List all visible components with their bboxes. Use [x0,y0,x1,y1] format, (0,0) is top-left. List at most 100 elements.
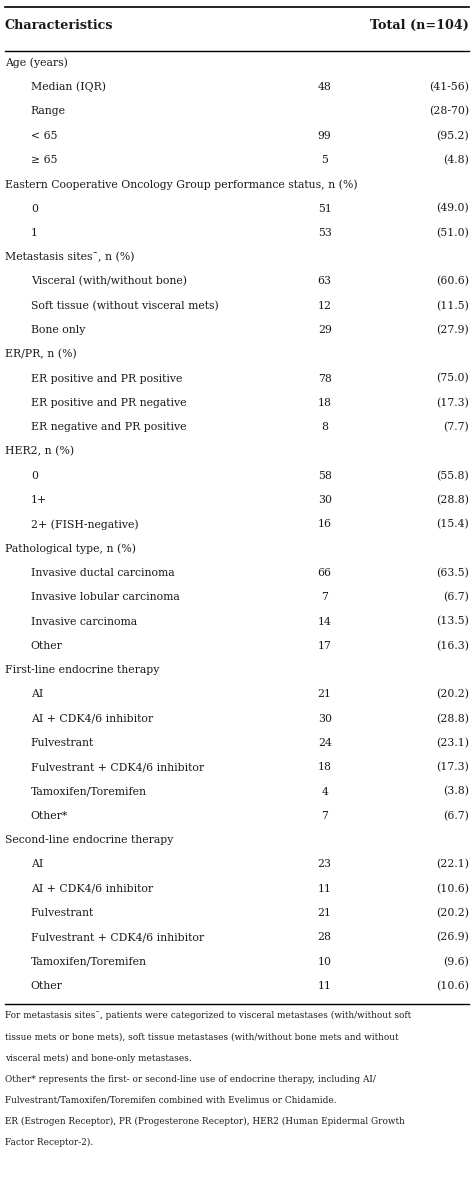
Text: (6.7): (6.7) [443,811,469,822]
Text: 17: 17 [318,640,332,651]
Text: (13.5): (13.5) [437,617,469,626]
Text: (51.0): (51.0) [437,227,469,238]
Text: First-line endocrine therapy: First-line endocrine therapy [5,665,159,676]
Text: Fulvestrant + CDK4/6 inhibitor: Fulvestrant + CDK4/6 inhibitor [31,763,204,772]
Text: 21: 21 [318,909,332,918]
Text: Invasive carcinoma: Invasive carcinoma [31,617,137,626]
Text: 21: 21 [318,690,332,699]
Text: Other*: Other* [31,811,68,820]
Text: Eastern Cooperative Oncology Group performance status, n (%): Eastern Cooperative Oncology Group perfo… [5,179,357,189]
Text: (7.7): (7.7) [444,423,469,432]
Text: Factor Receptor-2).: Factor Receptor-2). [5,1138,93,1148]
Text: ER (Estrogen Receptor), PR (Progesterone Receptor), HER2 (Human Epidermal Growth: ER (Estrogen Receptor), PR (Progesterone… [5,1117,404,1126]
Text: 63: 63 [318,277,332,286]
Text: 66: 66 [318,568,332,578]
Text: (10.6): (10.6) [436,884,469,893]
Text: 16: 16 [318,519,332,530]
Text: 18: 18 [318,398,332,408]
Text: (75.0): (75.0) [437,373,469,384]
Text: Range: Range [31,106,66,117]
Text: visceral mets) and bone-only metastases.: visceral mets) and bone-only metastases. [5,1053,191,1063]
Text: 1: 1 [31,228,38,238]
Text: (20.2): (20.2) [436,690,469,699]
Text: Tamoxifen/Toremifen: Tamoxifen/Toremifen [31,957,147,966]
Text: Other: Other [31,980,63,991]
Text: < 65: < 65 [31,131,57,140]
Text: 10: 10 [318,957,332,966]
Text: 7: 7 [321,811,328,820]
Text: Age (years): Age (years) [5,58,68,68]
Text: 12: 12 [318,300,332,311]
Text: (22.1): (22.1) [436,859,469,870]
Text: (17.3): (17.3) [437,398,469,408]
Text: Total (n=104): Total (n=104) [370,19,469,33]
Text: Soft tissue (without visceral mets): Soft tissue (without visceral mets) [31,300,219,311]
Text: 99: 99 [318,131,332,140]
Text: HER2, n (%): HER2, n (%) [5,446,74,457]
Text: ≥ 65: ≥ 65 [31,155,57,165]
Text: Invasive lobular carcinoma: Invasive lobular carcinoma [31,592,180,603]
Text: ER positive and PR positive: ER positive and PR positive [31,373,182,384]
Text: (23.1): (23.1) [436,738,469,749]
Text: Median (IQR): Median (IQR) [31,81,106,92]
Text: Metastasis sites¯, n (%): Metastasis sites¯, n (%) [5,252,134,262]
Text: 5: 5 [321,155,328,165]
Text: 8: 8 [321,423,328,432]
Text: 28: 28 [318,932,332,943]
Text: Second-line endocrine therapy: Second-line endocrine therapy [5,836,173,845]
Text: 30: 30 [318,713,332,724]
Text: 23: 23 [318,859,332,870]
Text: (20.2): (20.2) [436,907,469,918]
Text: (41-56): (41-56) [429,82,469,92]
Text: 58: 58 [318,471,332,480]
Text: Other* represents the first- or second-line use of endocrine therapy, including : Other* represents the first- or second-l… [5,1075,375,1084]
Text: Visceral (with/without bone): Visceral (with/without bone) [31,277,187,286]
Text: AI + CDK4/6 inhibitor: AI + CDK4/6 inhibitor [31,884,153,893]
Text: (27.9): (27.9) [437,325,469,335]
Text: (28.8): (28.8) [436,494,469,505]
Text: (49.0): (49.0) [437,204,469,214]
Text: 30: 30 [318,496,332,505]
Text: Fulvestrant/Tamoxifen/Toremifen combined with Evelimus or Chidamide.: Fulvestrant/Tamoxifen/Toremifen combined… [5,1096,337,1105]
Text: 0: 0 [31,471,38,480]
Text: AI: AI [31,690,43,699]
Text: 4: 4 [321,786,328,797]
Text: (9.6): (9.6) [443,957,469,966]
Text: 11: 11 [318,884,332,893]
Text: 11: 11 [318,980,332,991]
Text: ER positive and PR negative: ER positive and PR negative [31,398,186,408]
Text: Bone only: Bone only [31,325,85,335]
Text: 14: 14 [318,617,332,626]
Text: 0: 0 [31,204,38,213]
Text: 1+: 1+ [31,496,47,505]
Text: (3.8): (3.8) [443,786,469,797]
Text: (11.5): (11.5) [437,300,469,311]
Text: Other: Other [31,640,63,651]
Text: (63.5): (63.5) [437,567,469,578]
Text: (28.8): (28.8) [436,713,469,724]
Text: tissue mets or bone mets), soft tissue metastases (with/without bone mets and wi: tissue mets or bone mets), soft tissue m… [5,1032,398,1042]
Text: 29: 29 [318,325,332,335]
Text: Pathological type, n (%): Pathological type, n (%) [5,544,136,554]
Text: (17.3): (17.3) [437,763,469,772]
Text: (10.6): (10.6) [436,980,469,991]
Text: Tamoxifen/Toremifen: Tamoxifen/Toremifen [31,786,147,797]
Text: Fulvestrant: Fulvestrant [31,738,94,749]
Text: Characteristics: Characteristics [5,19,113,33]
Text: 7: 7 [321,592,328,603]
Text: (6.7): (6.7) [443,592,469,603]
Text: (60.6): (60.6) [436,277,469,286]
Text: ER negative and PR positive: ER negative and PR positive [31,423,186,432]
Text: (4.8): (4.8) [443,155,469,165]
Text: 18: 18 [318,763,332,772]
Text: 78: 78 [318,373,332,384]
Text: AI + CDK4/6 inhibitor: AI + CDK4/6 inhibitor [31,713,153,724]
Text: (15.4): (15.4) [437,519,469,530]
Text: 48: 48 [318,82,332,92]
Text: Fulvestrant: Fulvestrant [31,909,94,918]
Text: Fulvestrant + CDK4/6 inhibitor: Fulvestrant + CDK4/6 inhibitor [31,932,204,943]
Text: 2+ (FISH-negative): 2+ (FISH-negative) [31,519,138,530]
Text: (26.9): (26.9) [437,932,469,943]
Text: AI: AI [31,859,43,870]
Text: ER/PR, n (%): ER/PR, n (%) [5,350,76,359]
